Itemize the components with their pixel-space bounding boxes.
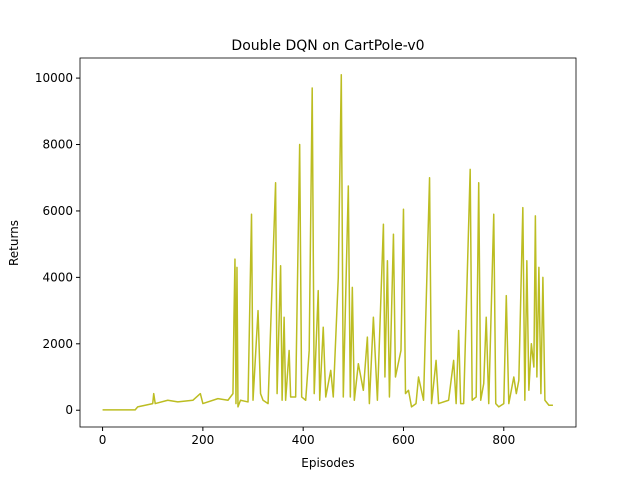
- axes-frame: [79, 57, 577, 428]
- y-tick-label: 10000: [35, 71, 73, 85]
- x-tick-label: 800: [492, 433, 515, 447]
- x-axis-label: Episodes: [301, 456, 354, 470]
- x-tick-label: 0: [99, 433, 107, 447]
- x-tick-label: 400: [292, 433, 315, 447]
- x-tick-label: 600: [392, 433, 415, 447]
- y-tick-label: 0: [65, 403, 73, 417]
- chart-title: Double DQN on CartPole-v0: [231, 38, 424, 54]
- y-axis-label: Returns: [7, 220, 21, 266]
- y-tick-label: 4000: [42, 270, 73, 284]
- x-tick-label: 200: [191, 433, 214, 447]
- y-tick-label: 6000: [42, 204, 73, 218]
- line: [102, 74, 553, 411]
- y-tick-label: 8000: [42, 138, 73, 152]
- y-tick-label: 2000: [42, 337, 73, 351]
